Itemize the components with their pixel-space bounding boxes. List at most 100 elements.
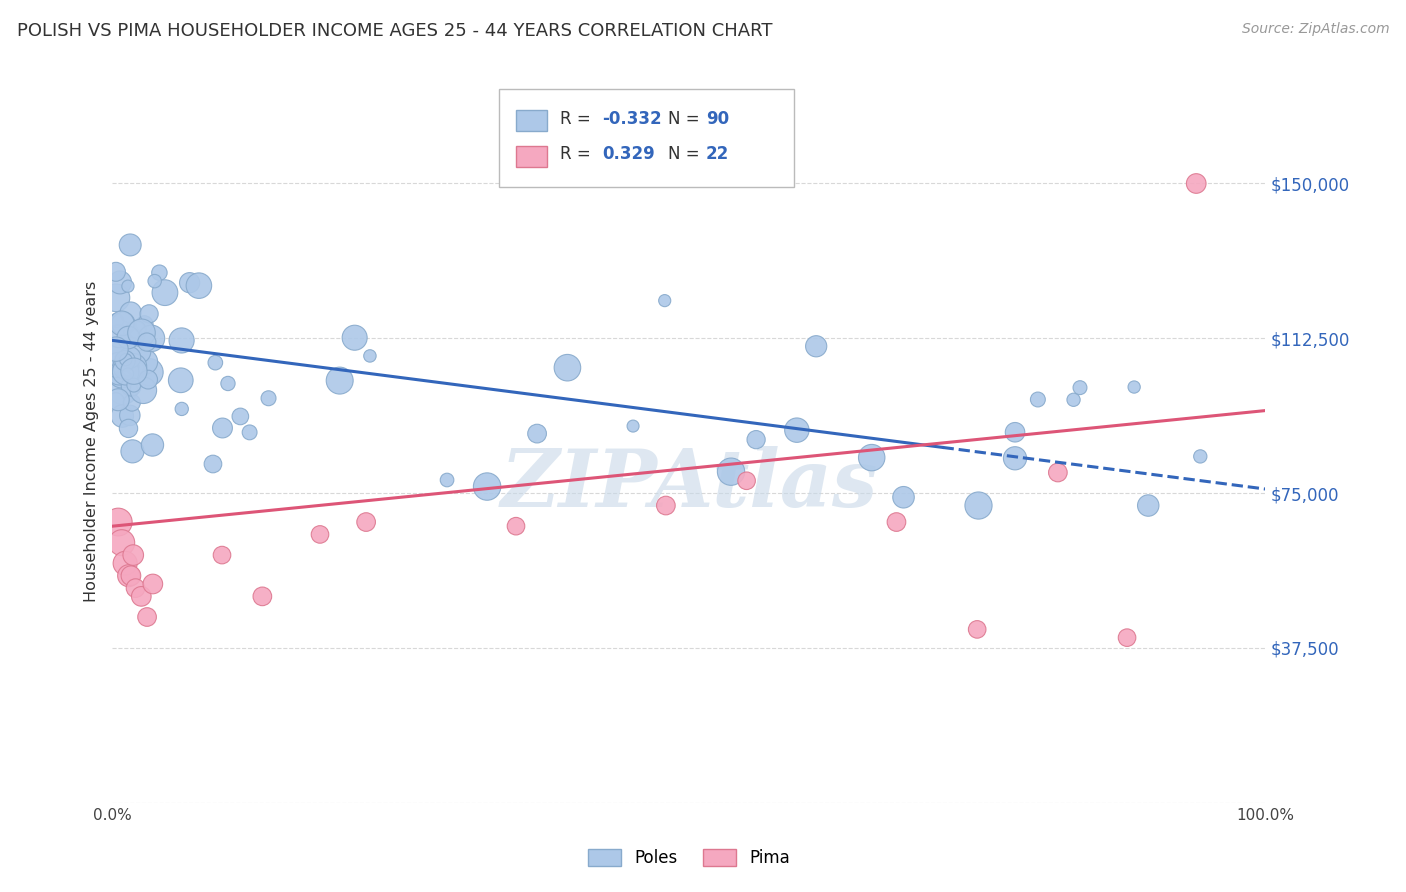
Point	[124, 325, 146, 339]
Point	[122, 548, 145, 562]
Point	[105, 313, 128, 327]
Point	[354, 515, 377, 529]
Point	[966, 623, 988, 637]
Point	[110, 368, 132, 383]
Point	[201, 457, 224, 471]
Point	[505, 519, 527, 533]
Point	[170, 334, 193, 348]
Point	[142, 577, 165, 591]
Point	[104, 291, 127, 305]
Point	[153, 285, 176, 300]
Point	[115, 359, 138, 374]
Point	[148, 266, 170, 280]
Point	[141, 438, 163, 452]
Point	[121, 395, 143, 409]
Y-axis label: Householder Income Ages 25 - 44 years: Householder Income Ages 25 - 44 years	[84, 281, 100, 602]
Point	[124, 360, 146, 375]
Text: ZIPAtlas: ZIPAtlas	[501, 446, 877, 524]
Point	[120, 238, 142, 252]
Point	[239, 425, 262, 440]
Point	[621, 419, 644, 434]
Point	[143, 274, 166, 288]
Point	[860, 450, 883, 465]
Point	[170, 401, 193, 416]
Point	[1004, 425, 1026, 440]
Text: N =: N =	[668, 145, 704, 163]
Point	[745, 433, 768, 447]
Point	[122, 359, 145, 374]
Point	[526, 426, 548, 441]
Point	[115, 368, 138, 383]
Point	[117, 367, 139, 381]
Point	[122, 364, 145, 378]
Text: POLISH VS PIMA HOUSEHOLDER INCOME AGES 25 - 44 YEARS CORRELATION CHART: POLISH VS PIMA HOUSEHOLDER INCOME AGES 2…	[17, 22, 772, 40]
Point	[475, 479, 498, 493]
Point	[134, 318, 156, 332]
Point	[1123, 380, 1146, 394]
Point	[107, 515, 129, 529]
Point	[886, 515, 908, 529]
Point	[735, 474, 758, 488]
Point	[359, 349, 381, 363]
Point	[114, 352, 136, 367]
Text: 22: 22	[706, 145, 730, 163]
Point	[436, 473, 458, 487]
Point	[1026, 392, 1049, 407]
Point	[1063, 392, 1085, 407]
Point	[804, 339, 827, 353]
Point	[1189, 450, 1212, 464]
Point	[1069, 381, 1091, 395]
Point	[134, 355, 156, 369]
Point	[229, 409, 252, 424]
Point	[136, 373, 159, 387]
Point	[1004, 451, 1026, 466]
Point	[107, 392, 129, 407]
Point	[121, 354, 143, 368]
Point	[204, 356, 226, 370]
Point	[105, 350, 128, 364]
Point	[121, 444, 143, 458]
Point	[132, 384, 155, 398]
Point	[104, 342, 127, 356]
Point	[252, 590, 274, 604]
Point	[1116, 631, 1139, 645]
Point	[104, 265, 127, 279]
Point	[211, 421, 233, 435]
Point	[125, 323, 148, 337]
Text: Source: ZipAtlas.com: Source: ZipAtlas.com	[1241, 22, 1389, 37]
Point	[120, 379, 142, 393]
Point	[117, 279, 139, 293]
Point	[187, 278, 209, 293]
Point	[786, 423, 808, 437]
Text: 0.329: 0.329	[602, 145, 655, 163]
Point	[138, 365, 160, 379]
Point	[135, 334, 157, 349]
Point	[104, 394, 127, 409]
Point	[138, 307, 160, 321]
Text: N =: N =	[668, 110, 704, 128]
Point	[114, 365, 136, 379]
Point	[111, 409, 134, 423]
Point	[114, 557, 136, 571]
Point	[118, 409, 141, 423]
Point	[141, 331, 163, 345]
Point	[1185, 177, 1208, 191]
Point	[131, 326, 153, 340]
Point	[112, 317, 135, 331]
Point	[120, 305, 142, 319]
Point	[108, 329, 131, 343]
Point	[111, 383, 134, 397]
Text: R =: R =	[560, 145, 596, 163]
Point	[111, 535, 134, 549]
Point	[170, 373, 193, 387]
Point	[117, 421, 139, 435]
Text: -0.332: -0.332	[602, 110, 661, 128]
Point	[893, 490, 915, 504]
Point	[122, 378, 145, 392]
Point	[111, 317, 134, 331]
Point	[117, 568, 139, 582]
Text: 90: 90	[706, 110, 728, 128]
Point	[108, 365, 131, 379]
Point	[117, 330, 139, 344]
Point	[128, 344, 150, 359]
